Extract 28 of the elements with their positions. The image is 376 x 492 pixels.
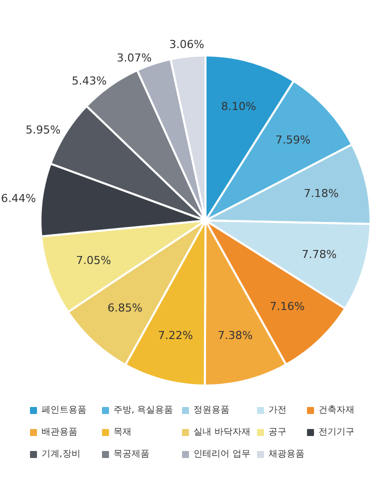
data-label: 7.38% [218, 329, 253, 342]
data-label: 8.10% [221, 100, 256, 113]
legend-label: 채광용품 [268, 450, 304, 460]
data-label: 7.22% [158, 328, 193, 342]
legend-label: 페인트용품 [42, 406, 86, 416]
legend-label: 공구 [268, 428, 286, 438]
data-label: 5.95% [26, 123, 61, 136]
data-label: 7.16% [270, 300, 305, 314]
legend-label: 배관용품 [42, 428, 78, 438]
data-label: 7.78% [302, 248, 337, 262]
data-label: 3.06% [169, 38, 204, 52]
legend-label: 인테리어 업무 [194, 450, 250, 460]
legend-label: 기계,장비 [42, 450, 80, 460]
legend-label: 가전 [268, 406, 286, 416]
legend-label: 정원용품 [194, 406, 230, 416]
legend-label: 전기기구 [318, 428, 354, 438]
legend-label: 건축자재 [318, 406, 354, 416]
legend-label: 목재 [114, 428, 132, 438]
data-label: 6.44% [0, 192, 36, 206]
data-label: 7.05% [76, 254, 112, 267]
data-label: 6.85% [107, 301, 142, 314]
data-label: 7.18% [304, 187, 339, 200]
legend-label: 실내 바닥자재 [194, 428, 250, 438]
data-label: 5.43% [72, 74, 107, 88]
data-label: 3.07% [116, 52, 152, 65]
legend-label: 주방, 욕실용품 [114, 406, 174, 416]
data-label: 7.59% [276, 134, 310, 147]
legend-label: 목공제품 [114, 450, 150, 460]
